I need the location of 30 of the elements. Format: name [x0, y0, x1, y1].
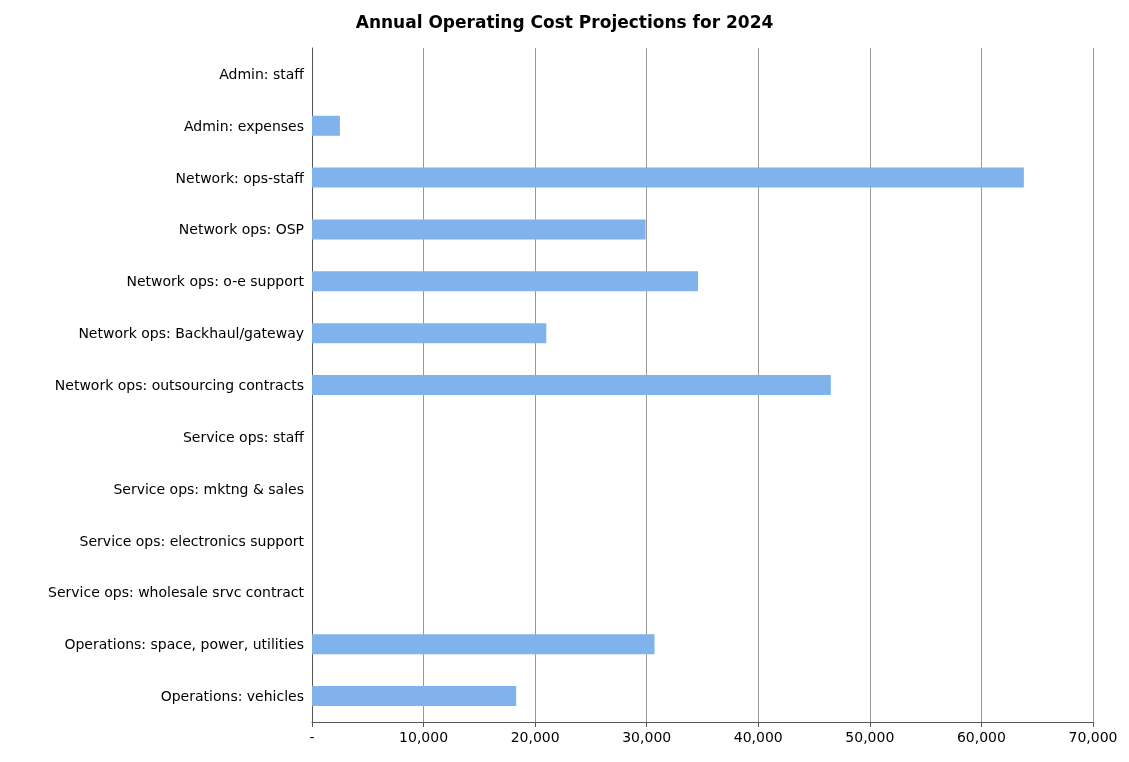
chart-title: Annual Operating Cost Projections for 2024 — [355, 11, 774, 32]
bar — [312, 167, 1024, 188]
y-tick-label: Operations: vehicles — [160, 688, 304, 705]
y-tick-label: Network ops: Backhaul/gateway — [78, 325, 304, 342]
y-tick-label: Service ops: wholesale srvc contract — [48, 584, 305, 601]
y-tick-label: Operations: space, power, utilities — [64, 636, 304, 653]
y-tick-label: Service ops: electronics support — [79, 532, 305, 549]
x-tick-label: - — [309, 729, 315, 745]
x-tick-label: 10,000 — [399, 729, 449, 745]
x-tick-label: 60,000 — [956, 729, 1006, 745]
x-tick-label: 20,000 — [510, 729, 560, 745]
bar — [312, 115, 340, 136]
bar — [312, 634, 655, 655]
bar — [312, 375, 831, 395]
y-tick-label: Service ops: mktng & sales — [113, 480, 304, 497]
bar — [312, 271, 699, 292]
y-tick-label: Service ops: staff — [182, 428, 305, 445]
y-tick-label: Network ops: OSP — [178, 221, 304, 238]
y-tick-label: Network: ops-staff — [175, 169, 305, 186]
bar — [312, 219, 646, 240]
x-tick-label: 70,000 — [1068, 729, 1118, 745]
y-tick-label: Admin: staff — [219, 65, 305, 82]
x-tick-label: 40,000 — [733, 729, 783, 745]
y-tick-label: Network ops: o-e support — [126, 273, 305, 290]
x-tick-label: 50,000 — [845, 729, 895, 745]
bar — [312, 686, 517, 707]
x-tick-label: 30,000 — [622, 729, 672, 745]
bar — [312, 323, 547, 344]
y-tick-label: Network ops: outsourcing contracts — [54, 377, 304, 393]
y-tick-label: Admin: expenses — [183, 117, 304, 134]
